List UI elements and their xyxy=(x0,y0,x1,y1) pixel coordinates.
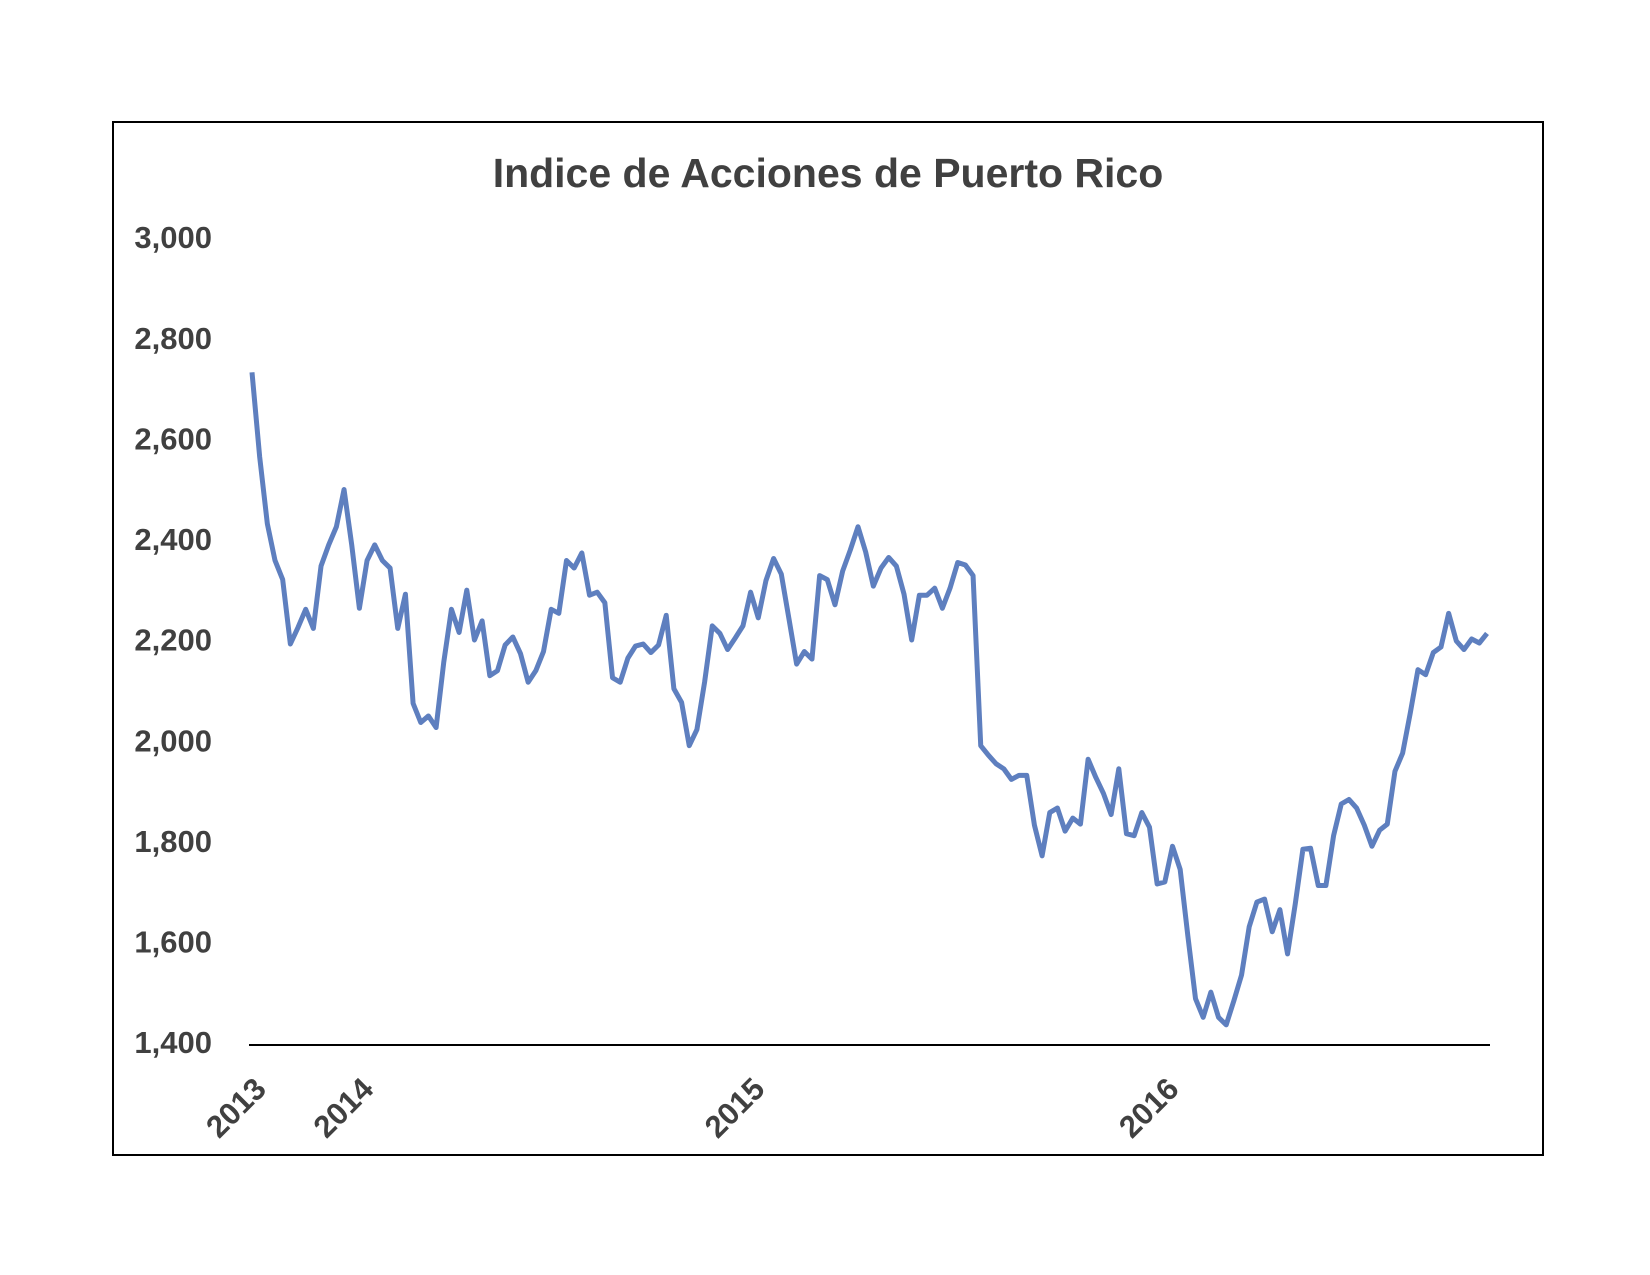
chart-frame xyxy=(112,121,1544,1156)
y-tick-label: 2,800 xyxy=(134,321,212,356)
y-tick-label: 1,400 xyxy=(134,1025,212,1060)
chart-title: Indice de Acciones de Puerto Rico xyxy=(493,150,1164,196)
y-tick-label: 3,000 xyxy=(134,220,212,255)
y-tick-label: 2,000 xyxy=(134,723,212,758)
y-tick-label: 1,600 xyxy=(134,925,212,960)
y-tick-label: 2,600 xyxy=(134,421,212,456)
y-tick-label: 1,800 xyxy=(134,824,212,859)
y-tick-label: 2,400 xyxy=(134,522,212,557)
y-tick-label: 2,200 xyxy=(134,623,212,658)
data-line xyxy=(249,372,1489,1028)
